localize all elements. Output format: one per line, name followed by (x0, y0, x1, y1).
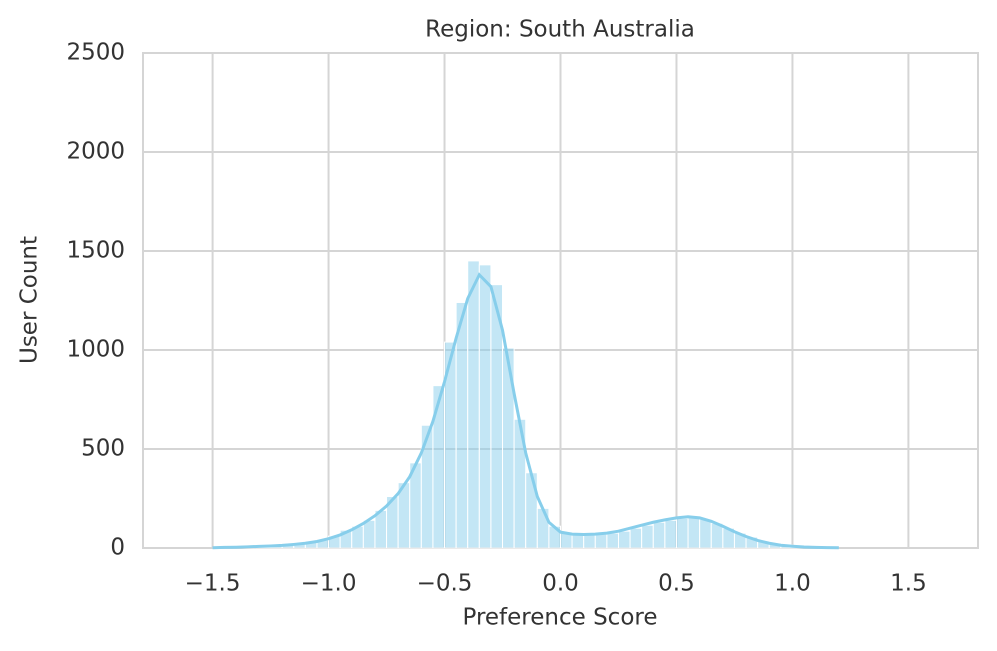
chart-title: Region: South Australia (425, 17, 695, 43)
x-axis-label: Preference Score (462, 605, 657, 631)
y-axis-label: User Count (17, 236, 43, 364)
x-tick-label: −1.5 (185, 571, 241, 597)
histogram-bar (641, 524, 654, 549)
y-tick-label: 500 (81, 436, 125, 462)
histogram-bar (652, 521, 666, 549)
histogram-bar (432, 385, 446, 549)
histogram-bar (594, 533, 608, 549)
histogram-bar (362, 519, 376, 549)
histogram-bar (687, 515, 701, 549)
y-tick-label: 0 (110, 535, 125, 561)
histogram-bar (583, 533, 596, 549)
histogram-bar (675, 517, 689, 549)
histogram-bar (420, 424, 434, 549)
histogram-bar (455, 301, 469, 549)
histogram-bar (571, 533, 585, 549)
x-tick-label: 0.5 (658, 571, 695, 597)
histogram-bar (478, 264, 492, 549)
x-tick-label: 1.5 (890, 571, 927, 597)
histogram-bar (536, 507, 550, 549)
kde-line (212, 272, 839, 550)
y-tick-label: 2000 (66, 139, 125, 165)
x-tick-label: −0.5 (417, 571, 473, 597)
histogram-bar (467, 260, 480, 549)
histogram-bar (617, 530, 631, 549)
y-tick-label: 1000 (66, 337, 125, 363)
x-tick-label: −1.0 (301, 571, 357, 597)
y-tick-label: 2500 (66, 40, 125, 66)
histogram-bar (629, 527, 643, 549)
x-tick-label: 0.0 (542, 571, 579, 597)
histogram-bar (560, 532, 573, 549)
histogram-bar (664, 519, 677, 549)
histogram-bar (525, 472, 538, 549)
x-tick-label: 1.0 (774, 571, 811, 597)
histogram-bar (606, 532, 619, 549)
histogram-bar (699, 518, 712, 549)
y-tick-label: 1500 (66, 238, 125, 264)
